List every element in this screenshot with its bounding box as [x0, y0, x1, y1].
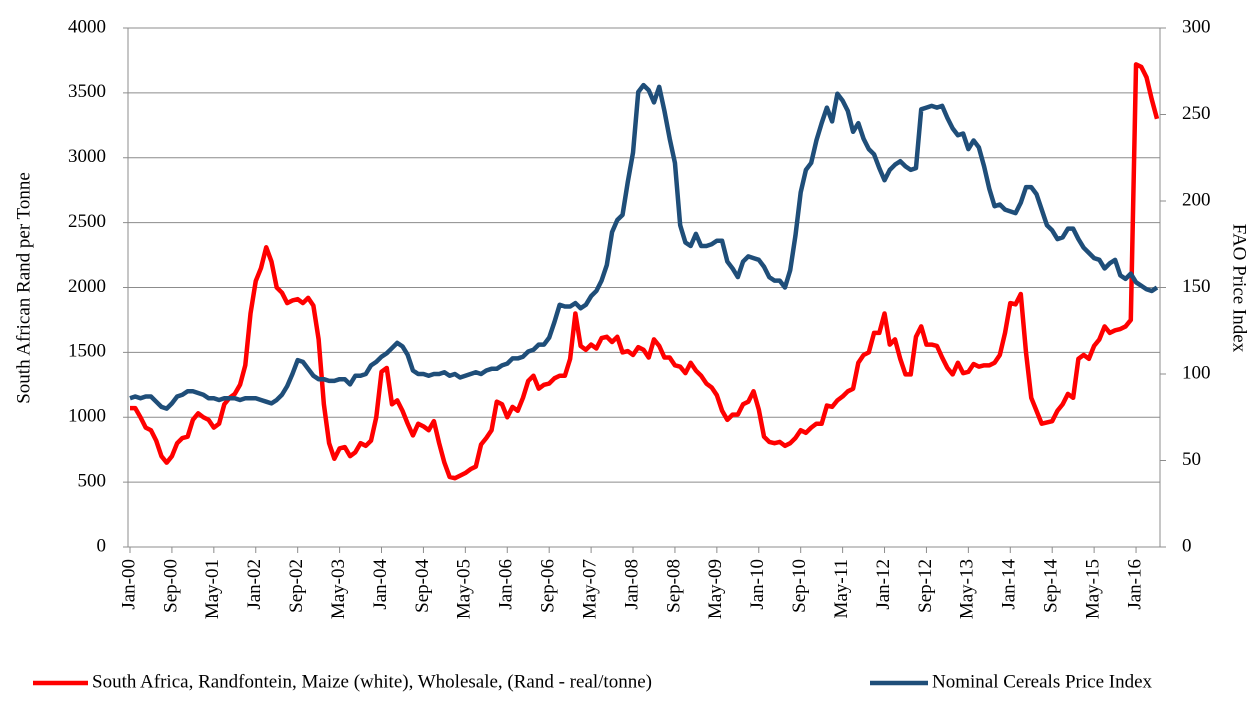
y-tick-label: 1500: [68, 341, 106, 362]
x-tick-label: Jan-04: [370, 559, 391, 610]
x-tick-label: Sep-12: [915, 559, 936, 613]
y-tick-label: 4000: [68, 16, 106, 37]
y-tick-label: 1000: [68, 406, 106, 427]
x-tick-label: May-15: [1082, 559, 1103, 619]
y-tick-label: 2500: [68, 211, 106, 232]
y2-tick-label: 300: [1182, 16, 1211, 37]
x-tick-label: May-11: [831, 559, 852, 618]
x-tick-label: Sep-10: [789, 559, 810, 613]
y2-tick-label: 200: [1182, 189, 1211, 210]
x-tick-label: Jan-12: [873, 559, 894, 610]
x-tick-label: Jan-00: [118, 559, 139, 610]
x-tick-label: May-09: [705, 559, 726, 619]
x-tick-label: Sep-08: [663, 559, 684, 613]
x-tick-label: Jan-08: [621, 559, 642, 610]
x-tick-label: Jan-10: [747, 559, 768, 610]
y2-tick-label: 100: [1182, 362, 1211, 383]
y-tick-label: 500: [78, 470, 107, 491]
x-tick-label: Sep-02: [286, 559, 307, 613]
x-tick-label: Jan-02: [244, 559, 265, 610]
x-tick-label: Sep-14: [1041, 559, 1062, 613]
y-tick-label: 2000: [68, 276, 106, 297]
x-tick-label: May-01: [202, 559, 223, 619]
x-tick-label: May-05: [454, 559, 475, 619]
series-line: [130, 62, 1160, 481]
y2-tick-label: 50: [1182, 449, 1201, 470]
x-tick-label: Jan-16: [1124, 559, 1145, 610]
legend-label: Nominal Cereals Price Index: [932, 671, 1153, 692]
y2-tick-label: 150: [1182, 276, 1211, 297]
y-axis-title: South African Rand per Tonne: [13, 172, 34, 404]
legend-label: South Africa, Randfontein, Maize (white)…: [92, 671, 652, 692]
y-tick-label: 3000: [68, 146, 106, 167]
x-tick-label: Jan-14: [999, 559, 1020, 610]
y2-tick-label: 250: [1182, 103, 1211, 124]
x-tick-label: May-07: [579, 559, 600, 619]
x-tick-label: Sep-00: [160, 559, 181, 613]
y-tick-label: 0: [97, 535, 107, 556]
x-tick-label: Sep-04: [412, 559, 433, 613]
x-tick-label: Jan-06: [496, 559, 517, 610]
x-tick-label: May-13: [957, 559, 978, 619]
y2-axis-title: FAO Price Index: [1229, 224, 1250, 353]
y2-tick-label: 0: [1182, 535, 1192, 556]
x-tick-label: Sep-06: [538, 559, 559, 613]
x-tick-label: May-03: [328, 559, 349, 619]
y-tick-label: 3500: [68, 81, 106, 102]
series-line: [129, 82, 1159, 411]
